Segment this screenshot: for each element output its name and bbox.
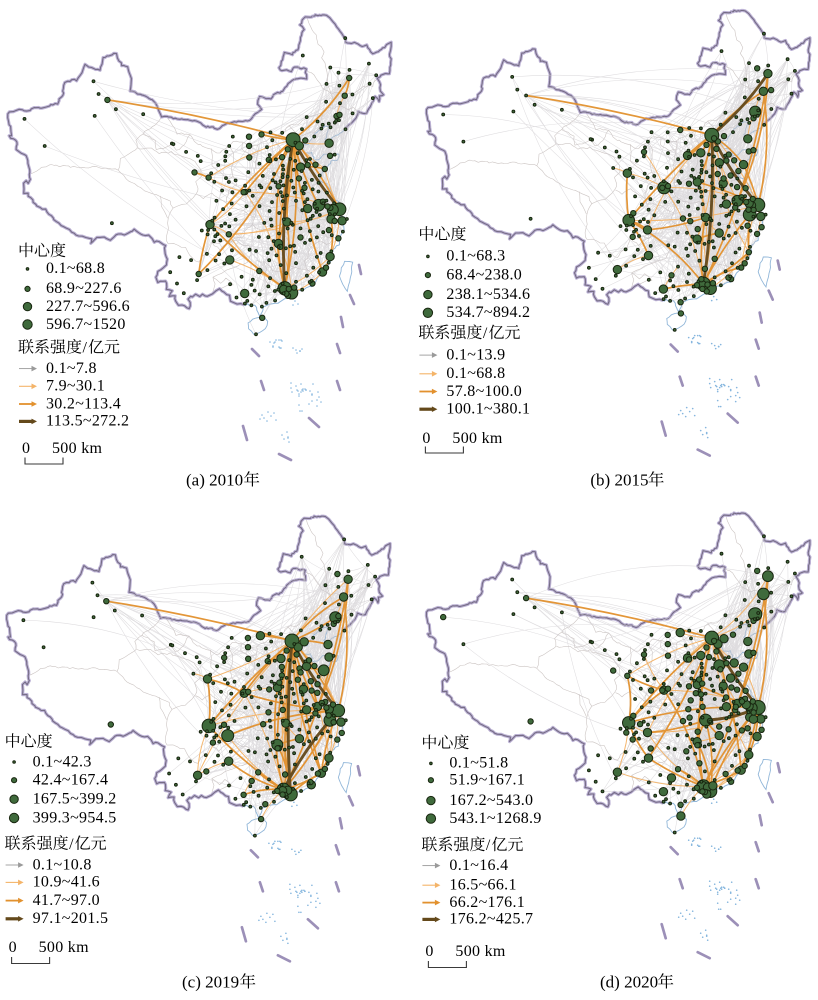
svg-text:500 km: 500 km: [39, 939, 89, 956]
svg-text:10.9~41.6: 10.9~41.6: [33, 874, 100, 891]
svg-text:227.7~596.6: 227.7~596.6: [46, 298, 130, 315]
svg-text:97.1~201.5: 97.1~201.5: [33, 910, 109, 927]
svg-text:41.7~97.0: 41.7~97.0: [33, 892, 100, 909]
svg-text:(a) 2010: (a) 2010: [186, 470, 243, 489]
svg-text:100.1~380.1: 100.1~380.1: [446, 401, 530, 418]
svg-text:(c) 2019: (c) 2019: [182, 972, 239, 991]
svg-text:0.1~68.8: 0.1~68.8: [46, 260, 105, 277]
svg-text:57.8~100.0: 57.8~100.0: [446, 383, 522, 400]
svg-text:534.7~894.2: 534.7~894.2: [446, 304, 530, 321]
svg-text:68.9~227.6: 68.9~227.6: [46, 280, 122, 297]
svg-text:42.4~167.4: 42.4~167.4: [33, 772, 109, 789]
svg-text:51.9~167.1: 51.9~167.1: [449, 772, 525, 789]
svg-text:0.1~42.3: 0.1~42.3: [33, 753, 92, 770]
svg-text:0: 0: [9, 939, 17, 956]
svg-text:7.9~30.1: 7.9~30.1: [46, 378, 105, 395]
svg-text:/: /: [69, 836, 74, 853]
svg-text:0.1~10.8: 0.1~10.8: [33, 856, 92, 873]
svg-text:16.5~66.1: 16.5~66.1: [449, 877, 516, 894]
svg-text:0: 0: [425, 943, 433, 960]
svg-text:238.1~534.6: 238.1~534.6: [446, 286, 530, 303]
svg-text:500 km: 500 km: [52, 440, 102, 457]
svg-text:0.1~13.9: 0.1~13.9: [446, 346, 505, 363]
svg-text:0.1~51.8: 0.1~51.8: [449, 755, 508, 772]
svg-text:66.2~176.1: 66.2~176.1: [449, 894, 525, 911]
svg-text:(d) 2020: (d) 2020: [600, 972, 658, 991]
svg-text:/: /: [483, 325, 488, 342]
svg-text:176.2~425.7: 176.2~425.7: [449, 911, 533, 928]
svg-text:0.1~68.8: 0.1~68.8: [446, 365, 505, 382]
svg-text:0.1~16.4: 0.1~16.4: [449, 857, 508, 874]
svg-text:543.1~1268.9: 543.1~1268.9: [449, 810, 541, 827]
svg-text:596.7~1520: 596.7~1520: [46, 316, 126, 333]
svg-text:/: /: [486, 837, 491, 854]
svg-text:0.1~7.8: 0.1~7.8: [46, 360, 97, 377]
svg-text:0.1~68.3: 0.1~68.3: [446, 248, 505, 265]
svg-text:113.5~272.2: 113.5~272.2: [46, 413, 129, 430]
svg-text:167.2~543.0: 167.2~543.0: [449, 792, 533, 809]
svg-text:167.5~399.2: 167.5~399.2: [33, 791, 117, 808]
svg-text:500 km: 500 km: [452, 430, 502, 447]
svg-text:68.4~238.0: 68.4~238.0: [446, 266, 522, 283]
svg-text:500 km: 500 km: [455, 943, 505, 960]
svg-text:30.2~113.4: 30.2~113.4: [46, 395, 121, 412]
svg-text:0: 0: [22, 440, 30, 457]
svg-text:/: /: [83, 340, 88, 357]
svg-text:399.3~954.5: 399.3~954.5: [33, 809, 117, 826]
svg-text:(b) 2015: (b) 2015: [590, 470, 648, 489]
svg-text:0: 0: [422, 430, 430, 447]
